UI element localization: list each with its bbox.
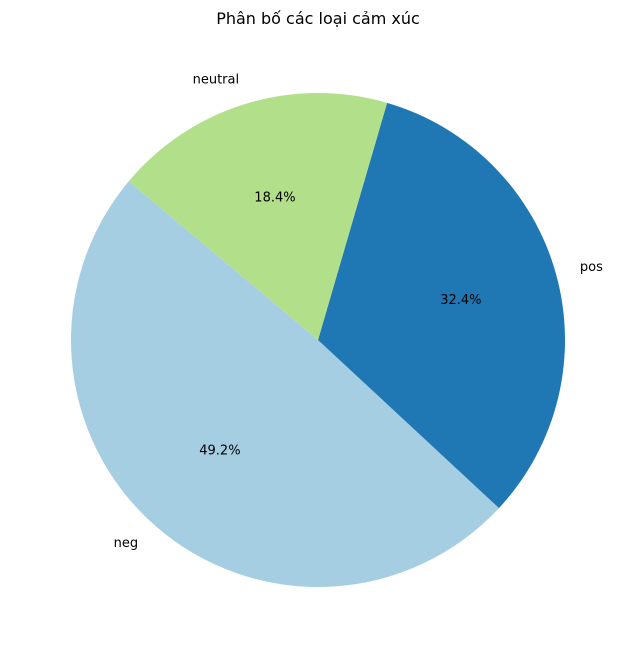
pie-slices	[70, 93, 566, 588]
pie-slice-pos	[318, 102, 566, 509]
percent-label-pos: 32.4%	[440, 293, 481, 308]
percent-label-neutral: 18.4%	[254, 191, 295, 206]
pie-slice-neg	[70, 181, 499, 588]
chart-title: Phân bố các loại cảm xúc	[216, 9, 420, 28]
slice-label-pos: pos	[580, 260, 603, 275]
pie-labels: neg 49.2% pos 32.4% neutral 18.4%	[114, 73, 603, 552]
slice-label-neutral: neutral	[193, 73, 240, 88]
percent-label-neg: 49.2%	[199, 444, 240, 459]
pie-slice-neutral	[128, 93, 388, 340]
slice-label-neg: neg	[114, 536, 139, 551]
